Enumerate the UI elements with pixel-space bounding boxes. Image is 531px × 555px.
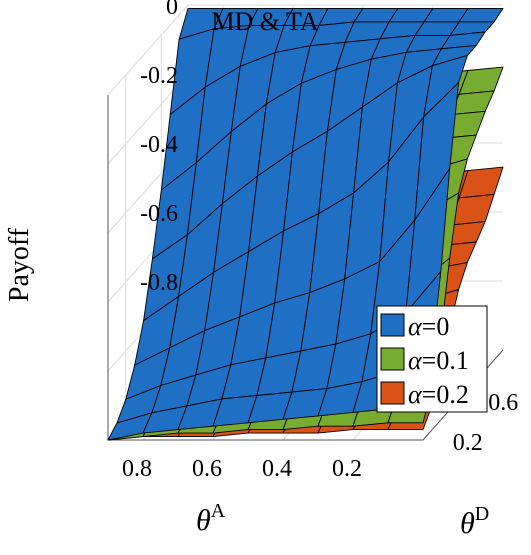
legend-label-value: =0.2 [422, 380, 469, 409]
x-axis-label: θA [196, 500, 226, 537]
z-axis-label: Payoff [4, 227, 35, 302]
z-tick-label: -0.2 [140, 63, 178, 89]
legend-label-value: =0 [422, 312, 450, 341]
legend: α=0α=0.1α=0.2 [376, 305, 488, 413]
x-tick-label: 0.8 [122, 456, 152, 482]
legend-label-symbol: α [408, 312, 423, 341]
chart-title: MD & TA [211, 7, 318, 36]
z-tick-label: -0.6 [140, 201, 178, 227]
z-tick-label: 0 [166, 0, 178, 20]
y-axis-label-base: θ [460, 507, 475, 540]
legend-label-symbol: α [408, 380, 423, 409]
x-axis-label-base: θ [196, 504, 211, 537]
legend-label: α=0.1 [408, 346, 469, 375]
y-axis-label: θD [460, 503, 489, 540]
x-tick-label: 0.4 [262, 456, 292, 482]
tick-labels: 0-0.2-0.4-0.6-0.80.8 0.6 0.4 0.20.20.6 [122, 0, 518, 482]
surface-0 [107, 7, 504, 441]
y-tick-label: 0.2 [453, 430, 483, 456]
legend-label: α=0.2 [408, 380, 469, 409]
grid-line-z [107, 4, 503, 96]
legend-label: α=0 [408, 312, 449, 341]
y-tick-label: 0.6 [488, 390, 518, 416]
legend-label-value: =0.1 [422, 346, 469, 375]
legend-swatch [380, 381, 405, 405]
x-tick-label: 0.6 [192, 456, 222, 482]
legend-swatch [380, 347, 405, 371]
legend-label-symbol: α [408, 346, 423, 375]
y-axis-label-sup: D [475, 503, 489, 525]
z-tick-label: -0.8 [140, 270, 178, 296]
x-axis-label-sup: A [211, 500, 226, 522]
x-tick-label: 0.2 [332, 456, 362, 482]
legend-swatch [380, 313, 405, 337]
z-tick-label: -0.4 [140, 132, 178, 158]
